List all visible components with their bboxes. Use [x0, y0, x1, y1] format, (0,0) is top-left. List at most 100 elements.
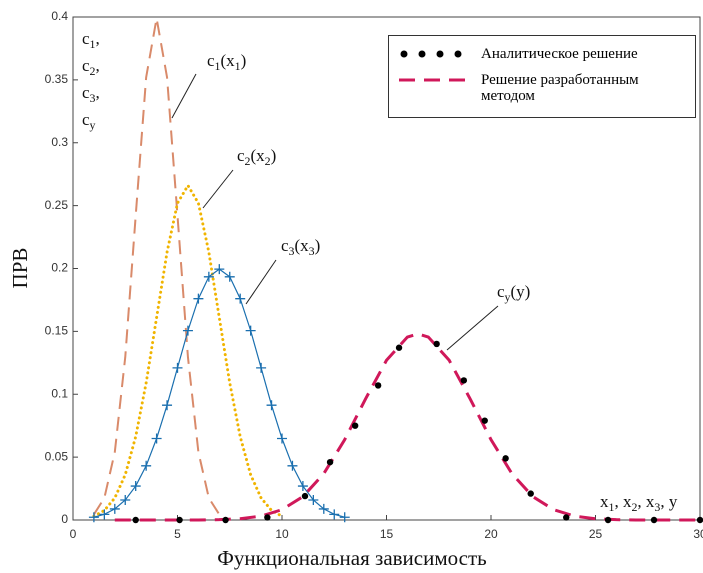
plus-marker: [88, 512, 99, 523]
plus-marker: [120, 495, 131, 506]
plus-marker: [277, 433, 287, 444]
series-annotation-part: (y): [511, 282, 531, 301]
series-line: [93, 268, 345, 518]
series-annotation: cy(y): [497, 282, 530, 304]
data-point: [374, 382, 382, 389]
plus-marker: [151, 433, 162, 444]
data-point: [264, 514, 271, 521]
corner-label: c3,: [82, 83, 100, 105]
axis-variables: x1, x2, x3, y: [600, 492, 678, 514]
y-tick-label: 0.4: [51, 9, 68, 23]
y-tick-label: 0.35: [45, 72, 69, 86]
y-tick-label: 0: [61, 512, 68, 526]
series-annotation-part: 1: [215, 59, 221, 73]
legend-swatch: [418, 50, 426, 58]
plus-marker: [99, 509, 110, 520]
data-point: [481, 417, 488, 424]
data-point: [301, 492, 309, 500]
corner-label-part: y: [90, 118, 96, 132]
series-annotation-part: 3: [309, 244, 315, 258]
series-annotation-part: (x: [251, 146, 266, 165]
corner-label-part: ,: [96, 29, 100, 48]
data-point: [604, 516, 612, 524]
corner-label-part: c: [82, 29, 90, 48]
y-tick-label: 0.05: [45, 449, 69, 463]
leader-line: [245, 259, 277, 305]
x-tick-label: 20: [484, 527, 498, 541]
x-tick-label: 25: [589, 527, 603, 541]
corner-label-part: 1: [90, 37, 96, 51]
series-annotation: c3(x3): [281, 236, 320, 258]
series-annotation-part: c: [237, 146, 245, 165]
series-annotation-part: 3: [289, 244, 295, 258]
plus-marker: [141, 460, 152, 471]
legend-label: Решение разработанным методом: [481, 72, 639, 104]
axis-variables-part: 3: [654, 500, 660, 514]
axis-variables-part: , x: [614, 492, 632, 511]
plus-marker: [172, 362, 183, 373]
data-point: [502, 455, 509, 462]
plus-marker: [182, 325, 193, 336]
plus-marker: [256, 362, 267, 373]
series-annotation: c1(x1): [207, 51, 246, 73]
data-point: [563, 514, 570, 521]
legend-swatch: [454, 50, 462, 58]
plus-marker: [329, 509, 340, 520]
data-point: [176, 516, 183, 524]
series-annotation-part: c: [281, 236, 289, 255]
plus-marker: [297, 481, 308, 492]
x-tick-label: 0: [70, 527, 77, 541]
plus-marker: [235, 293, 246, 304]
series-line: [93, 18, 221, 516]
axis-variables-part: x: [600, 492, 609, 511]
series-annotation-part: y: [505, 290, 511, 304]
corner-label: c2,: [82, 56, 100, 78]
data-point: [326, 458, 334, 466]
axis-variables-part: , x: [637, 492, 655, 511]
plus-marker: [318, 503, 329, 514]
series-annotation: c2(x2): [237, 146, 276, 168]
plus-marker: [224, 271, 235, 282]
y-tick-label: 0.3: [51, 135, 68, 149]
plus-marker: [287, 460, 298, 471]
axis-variables-part: 1: [609, 500, 615, 514]
leader-line: [171, 73, 197, 119]
series-annotation-part: ): [315, 236, 321, 255]
plus-marker: [266, 400, 277, 411]
corner-label-part: ,: [96, 56, 100, 75]
corner-label-part: c: [82, 83, 90, 102]
corner-label-part: 2: [90, 64, 96, 78]
corner-label-part: c: [82, 110, 90, 129]
y-axis-label: ПРВ: [8, 248, 32, 289]
corner-label-part: c: [82, 56, 90, 75]
x-axis-label: Функциональная зависимость: [217, 546, 487, 570]
corner-label-part: 3: [90, 91, 96, 105]
legend-swatch: [436, 50, 444, 58]
data-point: [351, 422, 359, 429]
data-point: [696, 516, 703, 524]
x-tick-label: 30: [693, 527, 703, 541]
plus-marker: [308, 495, 319, 506]
plus-marker: [203, 271, 214, 282]
corner-label-part: ,: [96, 83, 100, 102]
y-tick-label: 0.1: [51, 386, 68, 400]
series-annotation-part: (x: [295, 236, 310, 255]
legend: Аналитическое решение Решение разработанн…: [388, 35, 696, 118]
data-point: [433, 340, 440, 348]
series-annotation-part: c: [497, 282, 505, 301]
series-annotation-part: 2: [265, 154, 271, 168]
plus-marker: [162, 400, 173, 411]
plus-marker: [109, 503, 120, 514]
series-annotation-part: 2: [245, 154, 251, 168]
data-point: [222, 516, 229, 524]
y-tick-label: 0.15: [45, 324, 69, 338]
x-tick-label: 10: [275, 527, 289, 541]
y-tick-label: 0.25: [45, 198, 69, 212]
data-point: [132, 516, 139, 524]
series-line: [92, 182, 284, 518]
leader-line: [446, 305, 499, 351]
legend-label: Аналитическое решение: [481, 46, 638, 62]
y-tick-label: 0.2: [51, 261, 68, 275]
